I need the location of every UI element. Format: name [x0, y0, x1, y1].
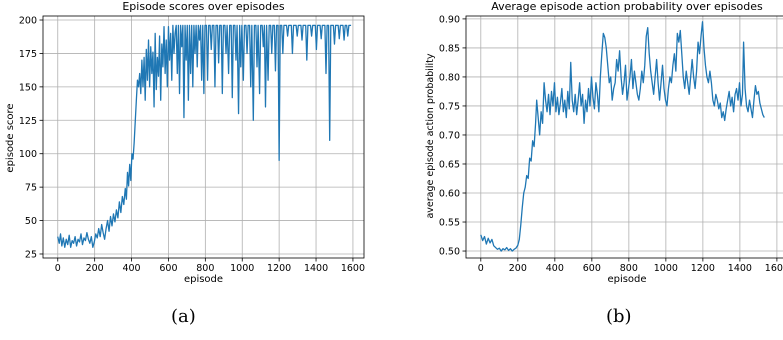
y-tick-label: 0.75 [439, 101, 460, 112]
x-tick-label: 200 [509, 263, 527, 274]
y-tick-label: 50 [25, 216, 37, 227]
x-tick-label: 200 [86, 263, 104, 274]
x-tick-label: 800 [196, 263, 214, 274]
x-tick-label: 1000 [230, 263, 254, 274]
x-tick-label: 600 [583, 263, 601, 274]
y-tick-label: 0.50 [439, 247, 460, 258]
y-tick-label: 75 [25, 183, 37, 194]
panel-caption-b: (b) [606, 306, 632, 327]
x-tick-label: 1200 [267, 263, 291, 274]
y-tick-label: 0.65 [439, 159, 460, 170]
x-tick-label: 800 [620, 263, 638, 274]
y-tick-label: 0.90 [439, 14, 460, 25]
x-tick-label: 1600 [765, 263, 783, 274]
x-axis-ticks: 0 200 400 600 800 1000 1200 1400 1600 [55, 258, 365, 274]
y-tick-label: 25 [25, 249, 37, 260]
x-tick-label: 400 [122, 263, 140, 274]
y-tick-label: 150 [19, 82, 37, 93]
chart-title: Average episode action probability over … [491, 0, 763, 13]
grid [466, 16, 783, 258]
plot-frame [42, 15, 365, 259]
chart-title: Episode scores over episodes [122, 0, 285, 13]
chart-action-probability: Average episode action probability over … [425, 0, 783, 285]
x-axis-ticks: 0 200 400 600 800 1000 1200 1400 1600 [478, 258, 783, 274]
y-tick-label: 200 [19, 16, 37, 27]
panel-caption-a: (a) [171, 306, 196, 327]
series-line [480, 21, 765, 252]
y-tick-label: 0.55 [439, 218, 460, 229]
x-tick-label: 1600 [341, 263, 365, 274]
x-tick-label: 1400 [728, 263, 752, 274]
x-axis-label: episode [184, 274, 223, 285]
x-tick-label: 0 [478, 263, 484, 274]
y-tick-label: 125 [19, 116, 37, 127]
y-tick-label: 0.70 [439, 130, 460, 141]
x-tick-label: 0 [55, 263, 61, 274]
x-tick-label: 600 [159, 263, 177, 274]
plot-frame [465, 15, 783, 259]
y-tick-label: 0.60 [439, 189, 460, 200]
y-axis-label: average episode action probability [425, 53, 436, 218]
x-tick-label: 1000 [654, 263, 678, 274]
x-tick-label: 1200 [691, 263, 715, 274]
x-tick-label: 400 [546, 263, 564, 274]
chart-episode-scores: Episode scores over episodes 0 200 400 600 8… [5, 0, 365, 285]
y-tick-label: 175 [19, 49, 37, 60]
y-axis-label: episode score [5, 103, 16, 172]
y-axis-ticks: 0.50 0.55 0.60 0.65 0.70 0.75 0.80 0.85 0.90 [439, 14, 466, 258]
y-axis-ticks: 25 50 75 100 125 150 175 200 [19, 16, 43, 260]
series-line [57, 24, 352, 248]
y-tick-label: 0.80 [439, 72, 460, 83]
x-axis-label: episode [607, 274, 646, 285]
y-tick-label: 0.85 [439, 43, 460, 54]
x-tick-label: 1400 [304, 263, 328, 274]
y-tick-label: 100 [19, 149, 37, 160]
